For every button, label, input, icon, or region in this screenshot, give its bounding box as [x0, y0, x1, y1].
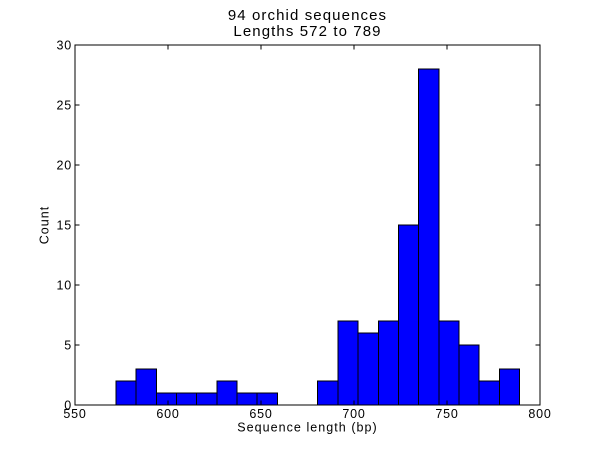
svg-text:Sequence length (bp): Sequence length (bp)	[237, 421, 378, 435]
svg-text:Lengths 572 to 789: Lengths 572 to 789	[233, 23, 381, 40]
svg-text:15: 15	[56, 218, 72, 232]
svg-text:25: 25	[56, 98, 72, 112]
svg-text:94 orchid sequences: 94 orchid sequences	[228, 7, 387, 24]
svg-text:550: 550	[63, 407, 86, 421]
svg-text:700: 700	[342, 407, 365, 421]
svg-text:20: 20	[56, 158, 72, 172]
svg-text:5: 5	[64, 338, 72, 352]
svg-text:Count: Count	[38, 206, 52, 245]
svg-text:600: 600	[156, 407, 179, 421]
svg-text:750: 750	[435, 407, 458, 421]
svg-text:30: 30	[56, 38, 72, 52]
svg-text:0: 0	[64, 398, 72, 412]
svg-text:10: 10	[56, 278, 72, 292]
svg-text:650: 650	[249, 407, 272, 421]
svg-text:800: 800	[528, 407, 551, 421]
